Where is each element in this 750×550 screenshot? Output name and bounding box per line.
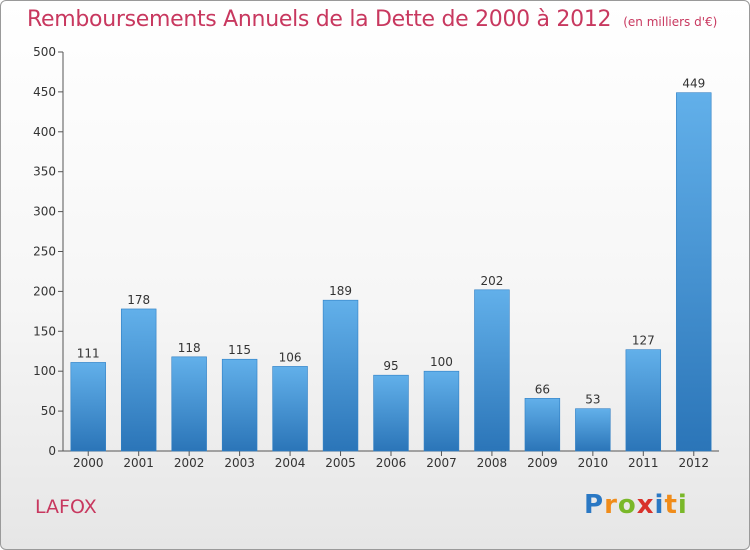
y-tick-label: 100 (33, 364, 56, 378)
logo-letter: r (604, 490, 618, 520)
bar-2007 (423, 370, 460, 452)
logo-letter: t (664, 490, 678, 520)
bar-value-label: 95 (383, 359, 398, 373)
y-tick-label: 350 (33, 165, 56, 179)
x-tick-label: 2007 (426, 456, 457, 470)
bar-2001 (120, 308, 157, 452)
x-tick-label: 2001 (123, 456, 154, 470)
commune-name: LAFOX (35, 496, 97, 518)
x-tick-label: 2012 (678, 456, 709, 470)
bar-value-label: 106 (279, 350, 302, 364)
bar-value-label: 127 (632, 334, 655, 348)
chart-title: Remboursements Annuels de la Dette de 20… (27, 7, 717, 32)
bar-value-label: 100 (430, 355, 453, 369)
bar-value-label: 118 (178, 341, 201, 355)
chart-title-text: Remboursements Annuels de la Dette de 20… (27, 7, 612, 32)
bar-value-label: 115 (228, 343, 251, 357)
x-tick-label: 2000 (73, 456, 104, 470)
x-tick-label: 2003 (224, 456, 255, 470)
chart-axes: 0 50 100 150 200 250 300 350 400 450 500 2000 2001 20… (33, 45, 719, 470)
bar-2005 (322, 299, 359, 452)
bar-2009 (524, 398, 561, 452)
bar-2004 (272, 366, 308, 452)
bar-2003 (221, 358, 258, 452)
bar-value-label: 111 (77, 346, 100, 360)
y-tick-label: 0 (48, 444, 56, 458)
bar-2010 (575, 408, 611, 452)
x-tick-label: 2008 (477, 456, 508, 470)
x-tick-label: 2011 (628, 456, 659, 470)
bar-value-label: 66 (535, 382, 550, 396)
bar-value-label: 202 (480, 274, 503, 288)
unit-note: (en milliers d'€) (623, 15, 718, 29)
proxiti-logo: Proxiti (584, 490, 688, 520)
bar-2012 (676, 92, 712, 452)
bar-value-label: 189 (329, 284, 352, 298)
logo-letter: P (584, 490, 605, 520)
x-tick-label: 2006 (376, 456, 407, 470)
y-tick-label: 450 (33, 85, 56, 99)
bar-2008 (474, 289, 510, 452)
y-tick-label: 200 (33, 284, 56, 298)
bar-2000 (70, 362, 106, 452)
y-tick-label: 500 (33, 45, 56, 59)
y-tick-label: 250 (33, 245, 56, 259)
bar-value-label: 449 (682, 77, 705, 91)
x-tick-label: 2009 (527, 456, 558, 470)
x-tick-label: 2002 (174, 456, 205, 470)
y-tick-label: 300 (33, 205, 56, 219)
x-tick-label: 2010 (578, 456, 609, 470)
y-tick-label: 50 (41, 404, 56, 418)
bar-value-label: 53 (585, 393, 600, 407)
logo-letter: o (617, 490, 637, 520)
bar-2006 (373, 374, 409, 452)
bar-2011 (625, 349, 662, 452)
x-tick-label: 2004 (275, 456, 306, 470)
logo-letter: i (654, 490, 665, 520)
y-tick-label: 150 (33, 324, 56, 338)
bar-value-label: 178 (127, 293, 150, 307)
chart-bars: 111 178 118 115 106 189 95 100 202 66 53 127 449 (70, 77, 712, 452)
bar-2002 (171, 356, 207, 452)
logo-letter: x (636, 490, 655, 520)
x-tick-label: 2005 (325, 456, 356, 470)
y-tick-label: 400 (33, 125, 56, 139)
logo-letter: i (677, 490, 688, 520)
